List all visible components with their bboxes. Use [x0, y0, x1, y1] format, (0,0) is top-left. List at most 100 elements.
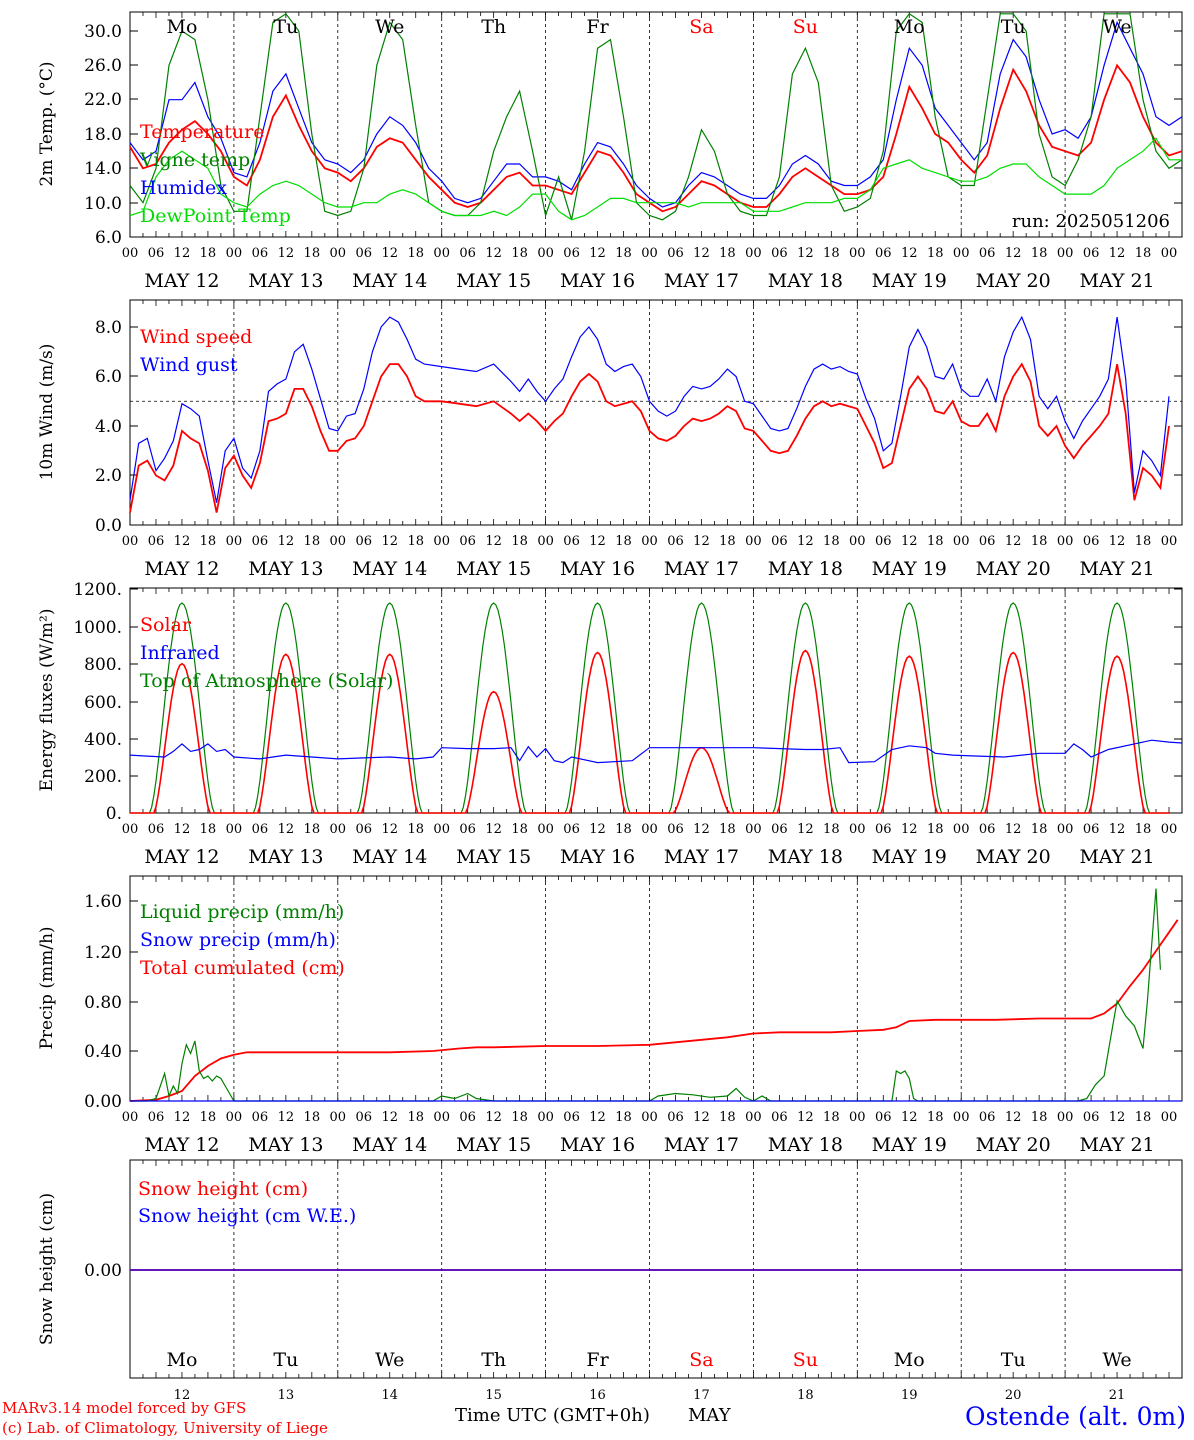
hour-tick-label: 12: [797, 822, 814, 837]
legend-entry: Snow precip (mm/h): [140, 929, 336, 951]
hour-tick-label: 00: [122, 822, 139, 837]
date-number: 19: [901, 1388, 918, 1403]
hour-tick-label: 18: [200, 246, 217, 261]
y-tick-label: 0.0: [95, 516, 122, 536]
hour-tick-label: 12: [485, 822, 502, 837]
hour-tick-label: 18: [511, 534, 528, 549]
y-tick-label: 14.0: [84, 159, 122, 179]
date-label: MAY 21: [1079, 270, 1154, 292]
hour-tick-label: 00: [745, 1110, 762, 1125]
hour-tick-label: 18: [511, 1110, 528, 1125]
hour-tick-label: 06: [771, 534, 788, 549]
date-label: MAY 13: [248, 270, 323, 292]
panel-wind: 8.0 6.0 4.0 2.0 0.0 10m Wind (m/s) Wind speed W…: [37, 299, 1183, 580]
hour-tick-label: 18: [1135, 246, 1152, 261]
hour-tick-label: 00: [849, 1110, 866, 1125]
y-tick-label: 30.0: [84, 22, 122, 42]
hour-tick-label: 06: [252, 822, 269, 837]
date-label: MAY 15: [456, 1134, 531, 1156]
date-label: MAY 16: [560, 558, 635, 580]
hour-tick-label: 00: [433, 822, 450, 837]
series-line-solar: [130, 649, 1169, 814]
hour-tick-label: 00: [953, 822, 970, 837]
hour-tick-label: 18: [511, 822, 528, 837]
date-label: MAY 21: [1079, 558, 1154, 580]
date-label: MAY 17: [664, 1134, 739, 1156]
hour-tick-label: 12: [1109, 534, 1126, 549]
hour-tick-label: 00: [226, 822, 243, 837]
hour-tick-label: 00: [953, 534, 970, 549]
series-line-dewpoint-temp: [129, 137, 1182, 221]
day-label-bottom: Th: [481, 1349, 506, 1371]
hour-tick-label: 00: [745, 246, 762, 261]
day-label-top: We: [1102, 16, 1131, 38]
hour-tick-label: 06: [1083, 822, 1100, 837]
y-tick-label: 600.: [84, 693, 122, 713]
legend-entry: Humidex: [140, 177, 227, 199]
hour-tick-label: 00: [849, 822, 866, 837]
hour-tick-label: 06: [148, 822, 165, 837]
hour-tick-label: 00: [537, 1110, 554, 1125]
date-number: 14: [381, 1388, 398, 1403]
hour-tick-label: 06: [1083, 534, 1100, 549]
y-tick-label: 0.00: [84, 1092, 122, 1112]
hour-tick-label: 00: [1161, 1110, 1178, 1125]
hour-tick-label: 18: [200, 822, 217, 837]
hour-tick-label: 18: [615, 246, 632, 261]
hour-tick-label: 06: [563, 1110, 580, 1125]
hour-tick-label: 00: [1057, 822, 1074, 837]
y-axis-label: Energy fluxes (W/m²): [37, 609, 57, 792]
hour-tick-label: 12: [693, 246, 710, 261]
station-name: Ostende (alt. 0m): [965, 1402, 1186, 1431]
y-tick-label: 4.0: [95, 417, 122, 437]
hour-tick-label: 00: [1057, 246, 1074, 261]
y-tick-label: 0.40: [84, 1042, 122, 1062]
hour-tick-label: 06: [1083, 1110, 1100, 1125]
hour-tick-label: 12: [693, 534, 710, 549]
hour-tick-label: 12: [174, 1110, 191, 1125]
hour-tick-label: 12: [485, 1110, 502, 1125]
date-label: MAY 19: [872, 270, 947, 292]
series-line-liquid-precip-mm-h-: [130, 888, 1161, 1102]
panel-frame: [129, 1159, 1183, 1379]
y-tick-label: 2.0: [95, 466, 122, 486]
model-credit-line1: MARv3.14 model forced by GFS: [2, 1399, 247, 1417]
series-line-wind-speed: [129, 362, 1170, 513]
date-label: MAY 19: [872, 846, 947, 868]
date-label: MAY 17: [664, 270, 739, 292]
y-tick-label: 1.20: [84, 943, 122, 963]
date-label: MAY 14: [352, 270, 427, 292]
date-label: MAY 17: [664, 558, 739, 580]
legend-entry: Temperature: [140, 121, 264, 143]
hour-tick-label: 00: [330, 822, 347, 837]
date-label: MAY 13: [248, 846, 323, 868]
series-line-total-cumulated-cm-: [129, 919, 1179, 1102]
time-axis-label: Time UTC (GMT+0h): [455, 1405, 650, 1426]
day-label-top: Fr: [586, 16, 609, 38]
y-axis-label: 10m Wind (m/s): [37, 344, 57, 481]
hour-tick-label: 12: [901, 822, 918, 837]
date-label: MAY 21: [1079, 1134, 1154, 1156]
hour-tick-label: 06: [771, 822, 788, 837]
hour-tick-label: 00: [745, 822, 762, 837]
y-tick-label: 200.: [84, 767, 122, 787]
legend-entry: Total cumulated (cm): [140, 957, 345, 979]
panel-frame: [129, 11, 1183, 238]
date-label: MAY 19: [872, 558, 947, 580]
day-label-bottom: We: [375, 1349, 404, 1371]
date-number: 18: [797, 1388, 814, 1403]
hour-tick-label: 00: [122, 246, 139, 261]
hour-tick-label: 12: [381, 1110, 398, 1125]
hour-tick-label: 00: [226, 1110, 243, 1125]
hour-tick-label: 18: [927, 822, 944, 837]
hour-tick-label: 06: [875, 1110, 892, 1125]
day-label-top: Sa: [689, 16, 713, 38]
hour-tick-label: 06: [667, 246, 684, 261]
hour-tick-label: 18: [1135, 822, 1152, 837]
hour-tick-label: 18: [615, 534, 632, 549]
hour-tick-label: 00: [641, 1110, 658, 1125]
date-label: MAY 16: [560, 846, 635, 868]
hour-tick-label: 06: [148, 246, 165, 261]
month-label: MAY: [688, 1405, 731, 1426]
